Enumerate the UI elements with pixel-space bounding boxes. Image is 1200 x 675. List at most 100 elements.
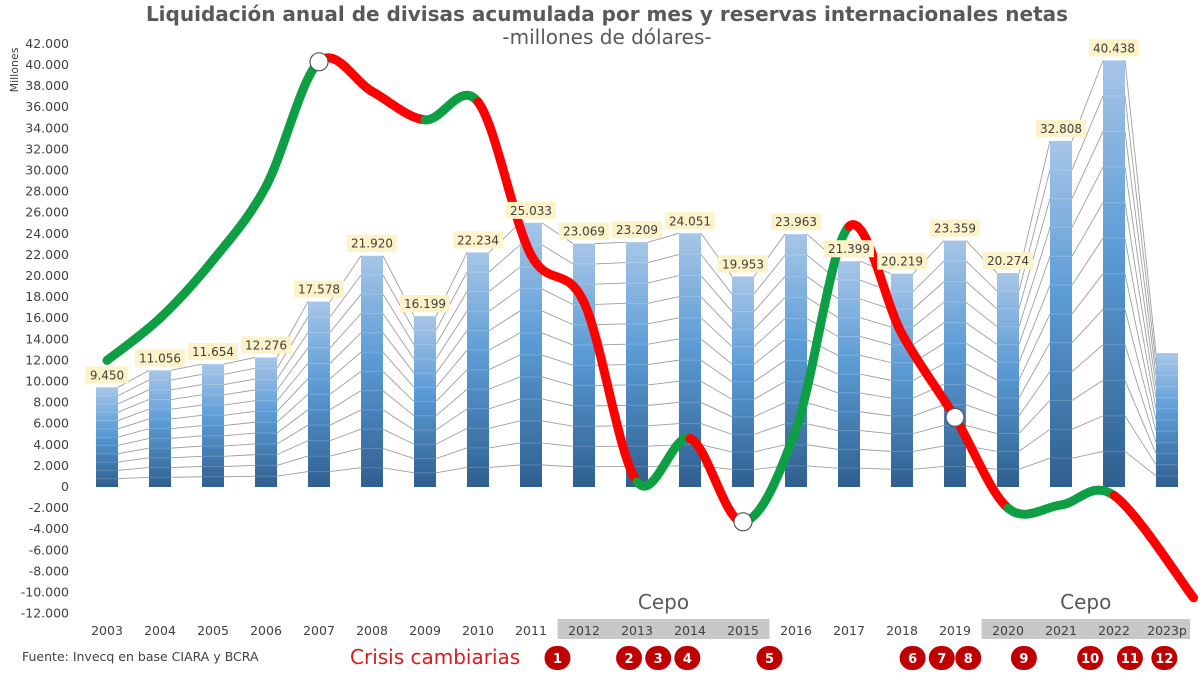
y-tick-label: 42.000 bbox=[25, 36, 69, 51]
bar-2023p bbox=[1156, 353, 1178, 487]
y-tick-label: 30.000 bbox=[25, 163, 69, 178]
bar-label-bg bbox=[930, 219, 980, 237]
bars-layer bbox=[96, 60, 1178, 488]
bar-label-bg bbox=[400, 295, 450, 313]
bar-label-bg bbox=[241, 336, 291, 354]
bar-2015 bbox=[732, 276, 754, 487]
x-tick-label: 2010 bbox=[462, 623, 494, 638]
bar-2014 bbox=[679, 233, 701, 487]
y-tick-label: -2.000 bbox=[29, 500, 69, 515]
chart-title: Liquidación anual de divisas acumulada p… bbox=[146, 2, 1068, 26]
cepo-label: Cepo bbox=[638, 590, 689, 614]
bar-label-bg bbox=[135, 349, 185, 367]
y-tick-label: 2.000 bbox=[33, 458, 69, 473]
x-tick-label: 2023p bbox=[1147, 623, 1187, 638]
crisis-marker-badge bbox=[1116, 646, 1143, 670]
y-tick-label: -4.000 bbox=[29, 521, 69, 536]
reserves-segment bbox=[155, 255, 218, 323]
x-tick-label: 2017 bbox=[833, 623, 865, 638]
crisis-marker-badge bbox=[955, 646, 982, 670]
bar-value-label: 21.399 bbox=[828, 242, 870, 256]
monthly-accumulation-lines bbox=[117, 60, 1157, 480]
bar-2006 bbox=[255, 357, 277, 487]
reserves-segment bbox=[844, 220, 907, 339]
cepo-label: Cepo bbox=[1060, 590, 1111, 614]
y-tick-label: 14.000 bbox=[25, 331, 69, 346]
reserves-segment bbox=[897, 329, 960, 422]
bar-label-bg bbox=[612, 221, 662, 239]
bar-value-label: 22.234 bbox=[457, 233, 499, 247]
crisis-marker-badge bbox=[616, 646, 643, 670]
bar-value-label: 23.359 bbox=[934, 222, 976, 236]
month-line-1 bbox=[117, 451, 1157, 480]
bar-label-bg bbox=[453, 231, 503, 249]
crisis-marker-number: 7 bbox=[937, 652, 946, 667]
bar-2013 bbox=[626, 242, 648, 487]
bar-value-label: 20.219 bbox=[881, 255, 923, 269]
bar-label-bg bbox=[294, 280, 344, 298]
reserves-segment bbox=[1056, 485, 1119, 510]
crisis-marker-badge bbox=[1077, 646, 1104, 670]
bar-value-label: 16.199 bbox=[404, 297, 446, 311]
bar-value-label: 23.069 bbox=[563, 225, 605, 239]
y-tick-label: 18.000 bbox=[25, 289, 69, 304]
reserves-segment bbox=[632, 433, 695, 491]
bar-value-label: 17.578 bbox=[298, 283, 340, 297]
bar-value-label: 32.808 bbox=[1040, 122, 1082, 136]
crisis-marker-number: 8 bbox=[964, 652, 973, 667]
x-tick-label: 2015 bbox=[727, 623, 759, 638]
crisis-marker-badge bbox=[544, 646, 571, 670]
x-tick-label: 2021 bbox=[1045, 623, 1077, 638]
source-note: Fuente: Invecq en base CIARA y BCRA bbox=[22, 649, 259, 664]
bar-2017 bbox=[838, 261, 860, 487]
cepo-band bbox=[981, 619, 1190, 639]
y-tick-label: 36.000 bbox=[25, 99, 69, 114]
y-tick-label: -6.000 bbox=[29, 542, 69, 557]
bar-2009 bbox=[414, 316, 436, 487]
reserves-segment bbox=[102, 313, 165, 365]
bar-label-bg bbox=[824, 240, 874, 258]
bar-2005 bbox=[202, 364, 224, 487]
month-line-2 bbox=[117, 415, 1157, 471]
y-tick-label: -12.000 bbox=[21, 606, 69, 621]
turning-point-marker bbox=[733, 512, 753, 532]
x-tick-label: 2016 bbox=[780, 623, 812, 638]
reserves-segment bbox=[420, 90, 483, 125]
y-tick-label: 38.000 bbox=[25, 78, 69, 93]
x-tick-label: 2006 bbox=[250, 623, 282, 638]
crisis-marker-number: 2 bbox=[625, 652, 634, 667]
bar-2008 bbox=[361, 255, 383, 487]
y-tick-label: 22.000 bbox=[25, 247, 69, 262]
reserves-segment bbox=[1109, 490, 1198, 603]
crisis-marker-number: 5 bbox=[765, 652, 774, 667]
bar-label-bg bbox=[85, 366, 129, 384]
bar-label-bg bbox=[983, 252, 1033, 270]
bar-value-label: 20.274 bbox=[987, 254, 1029, 268]
bar-label-bg bbox=[718, 255, 768, 273]
crisis-marker-number: 6 bbox=[908, 652, 917, 667]
x-axis: 2003 2004 2005 2006 2007 2008 2009 2010 2011 2012… bbox=[91, 623, 1187, 638]
bar-label-bg bbox=[771, 213, 821, 231]
bar-2004 bbox=[149, 370, 171, 487]
bar-value-label: 25.033 bbox=[510, 204, 552, 218]
crisis-label: Crisis cambiarias bbox=[350, 645, 520, 669]
month-line-11 bbox=[117, 95, 1157, 397]
y-tick-label: 40.000 bbox=[25, 57, 69, 72]
y-tick-label: 32.000 bbox=[25, 141, 69, 156]
crisis-marker-badge bbox=[1151, 646, 1178, 670]
bar-value-label: 21.920 bbox=[351, 237, 393, 251]
bar-value-label: 11.056 bbox=[139, 351, 181, 365]
y-tick-label: 12.000 bbox=[25, 352, 69, 367]
y-tick-label: 26.000 bbox=[25, 205, 69, 220]
bar-2011 bbox=[520, 222, 542, 487]
crisis-marker-number: 10 bbox=[1081, 652, 1099, 667]
bar-2010 bbox=[467, 252, 489, 487]
y-tick-label: 4.000 bbox=[33, 437, 69, 452]
month-line-5 bbox=[117, 308, 1157, 446]
month-line-12 bbox=[117, 60, 1157, 388]
bar-2003 bbox=[96, 387, 118, 487]
reserves-segment bbox=[579, 297, 642, 487]
turning-point-marker bbox=[309, 52, 329, 72]
crisis-marker-badge bbox=[928, 646, 955, 670]
x-tick-label: 2007 bbox=[303, 623, 335, 638]
